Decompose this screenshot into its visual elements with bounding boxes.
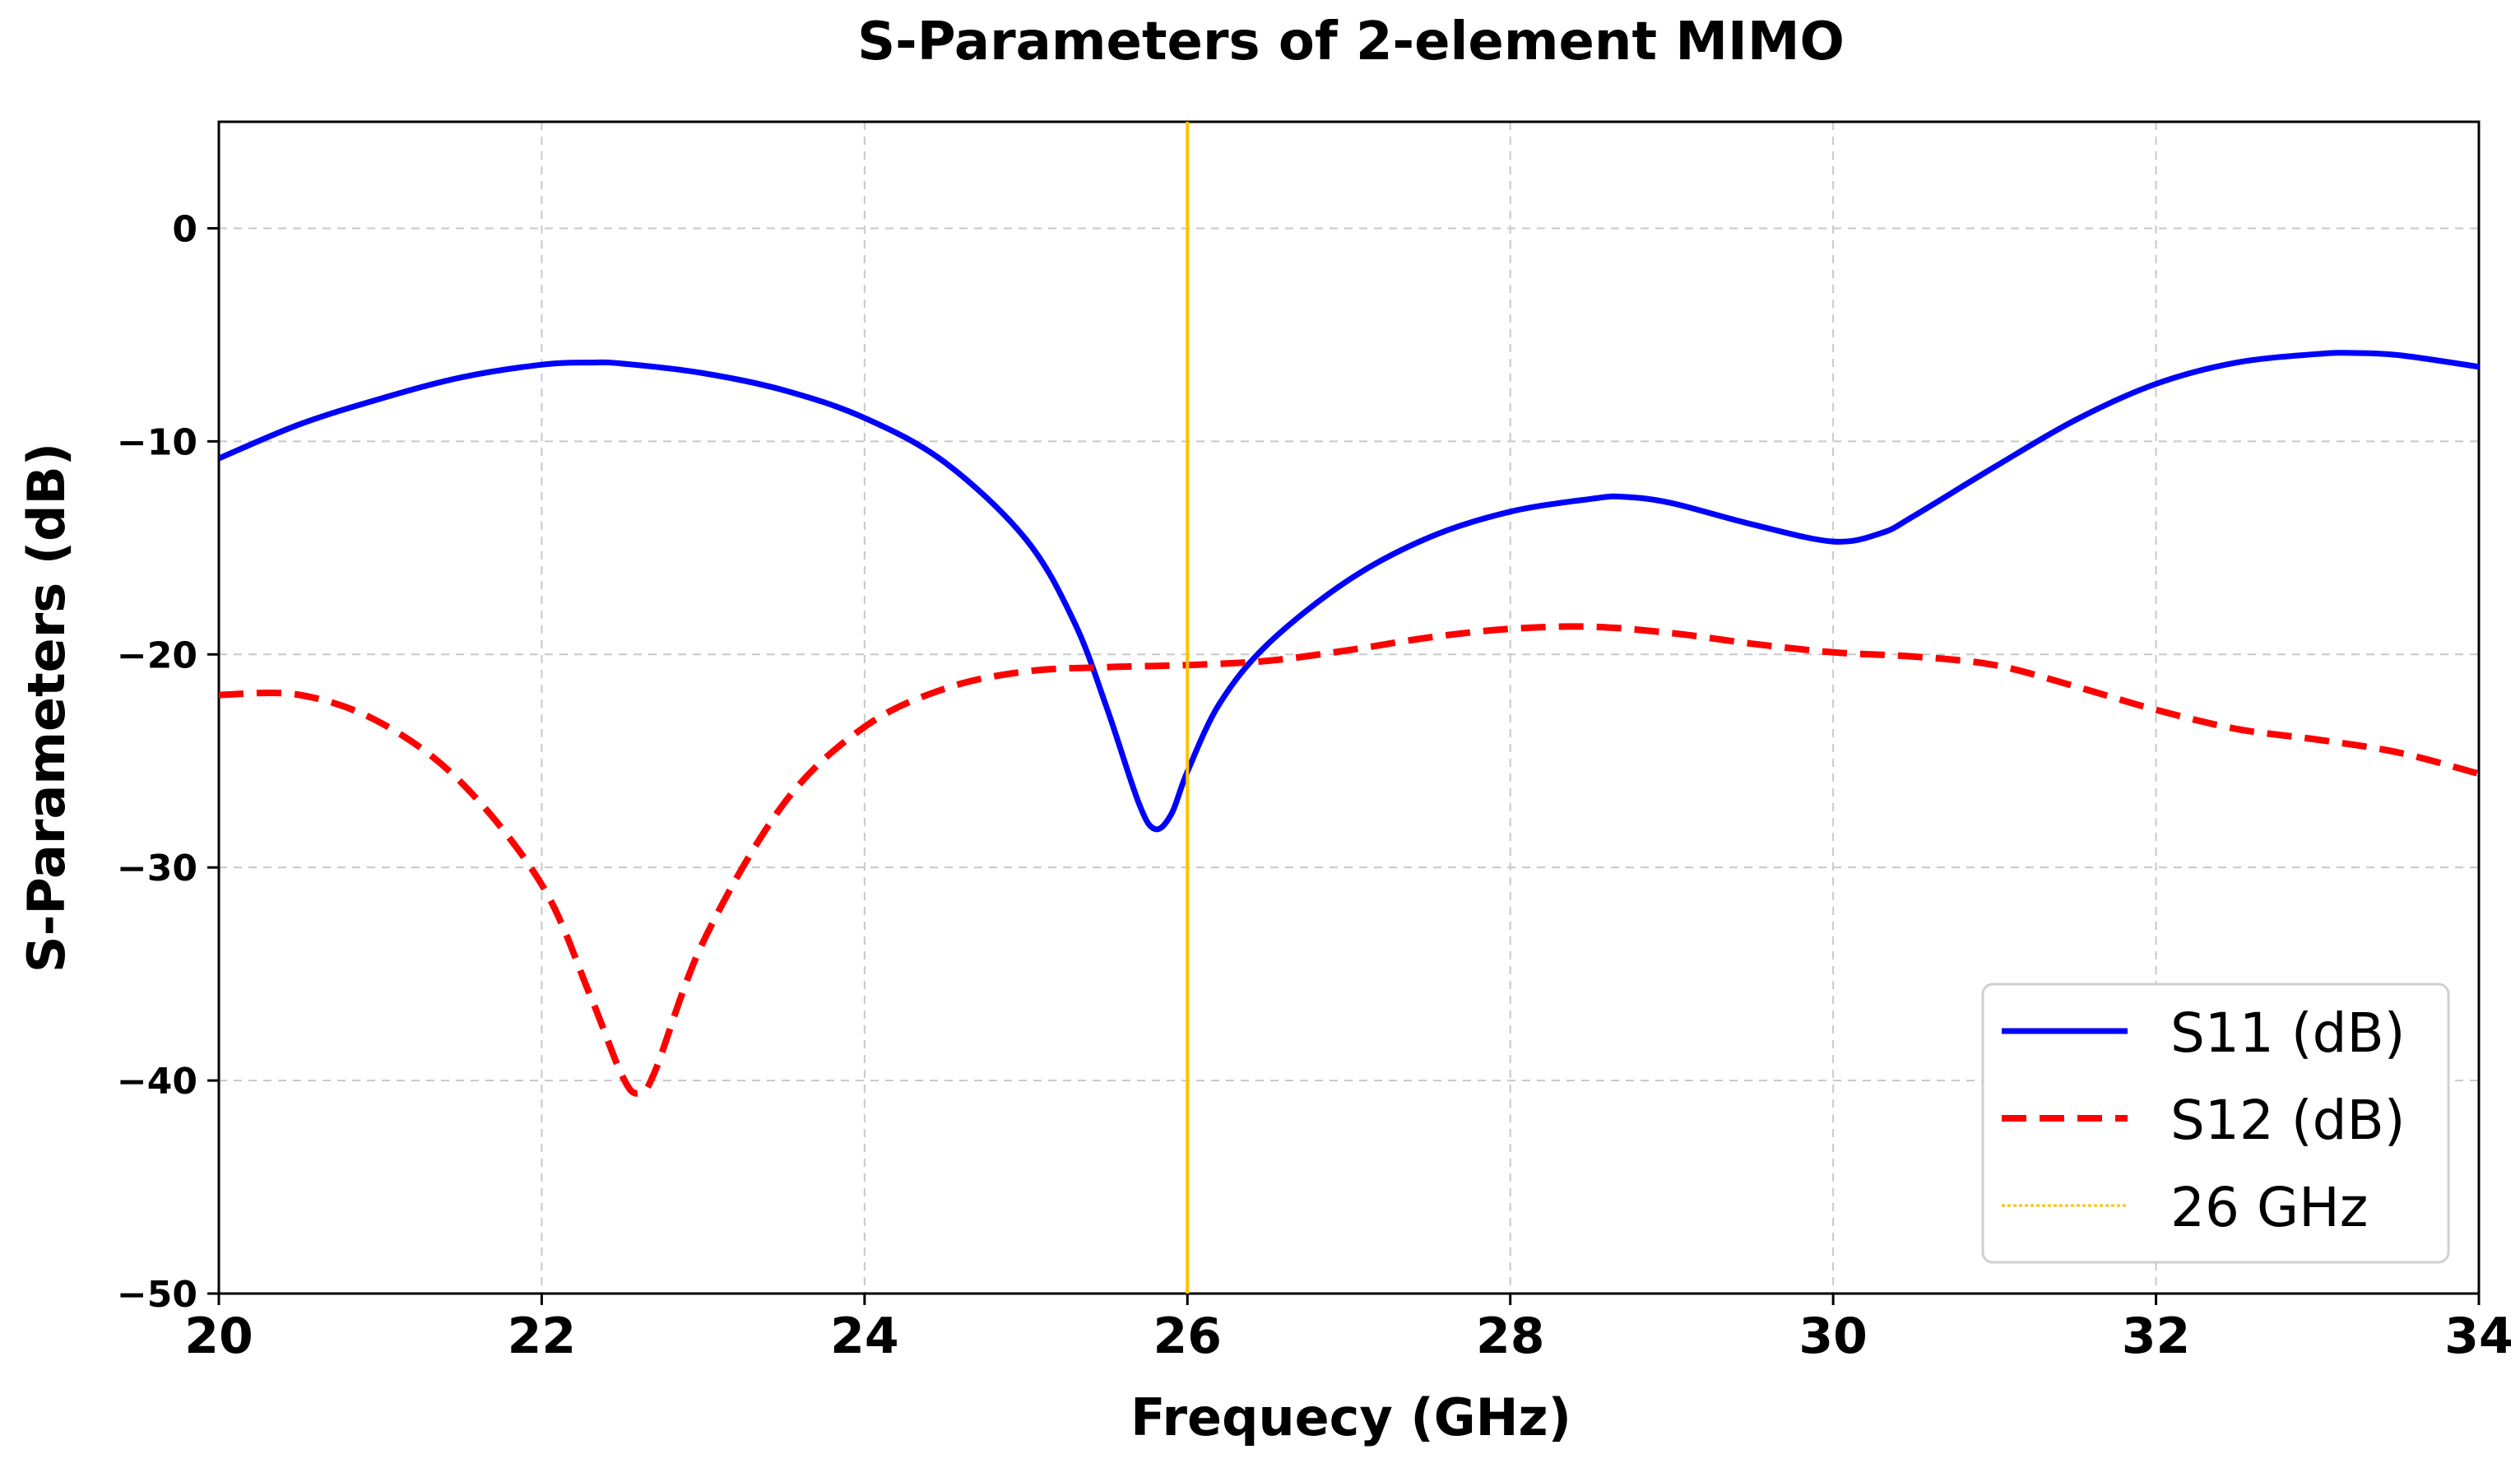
y-tick-label: −10 — [117, 421, 197, 463]
x-tick-label: 22 — [508, 1308, 577, 1365]
x-tick-label: 30 — [1798, 1308, 1868, 1365]
legend-26ghz-label: 26 GHz — [2170, 1176, 2368, 1239]
x-tick-label: 26 — [1153, 1308, 1223, 1365]
x-axis-label: Frequecy (GHz) — [1130, 1387, 1571, 1447]
y-tick-label: −30 — [117, 848, 197, 890]
s11-series-line — [219, 350, 2479, 833]
x-tick-label: 28 — [1476, 1308, 1545, 1365]
legend: S11 (dB) S12 (dB) 26 GHz — [1981, 983, 2450, 1264]
x-axis-ticks: 20 22 24 26 28 30 32 34 — [184, 1294, 2513, 1365]
x-tick-label: 32 — [2122, 1308, 2191, 1365]
series-layer — [219, 122, 2479, 1294]
y-tick-label: 0 — [172, 208, 197, 250]
plot-frame — [217, 120, 2481, 1295]
x-tick-label: 20 — [184, 1308, 253, 1365]
x-tick-label: 34 — [2444, 1308, 2513, 1365]
legend-s12-label: S12 (dB) — [2170, 1089, 2406, 1152]
y-axis-label: S-Parameters (dB) — [16, 443, 77, 973]
y-tick-label: −40 — [117, 1061, 197, 1103]
x-tick-label: 24 — [830, 1308, 899, 1365]
y-tick-label: −50 — [117, 1274, 197, 1316]
legend-s11-label: S11 (dB) — [2170, 1001, 2406, 1065]
y-axis-ticks: −50 −40 −30 −20 −10 0 — [117, 208, 219, 1316]
y-tick-label: −20 — [117, 634, 197, 676]
legend-box — [1981, 983, 2450, 1264]
chart-title: S-Parameters of 2-element MIMO — [857, 12, 1845, 72]
